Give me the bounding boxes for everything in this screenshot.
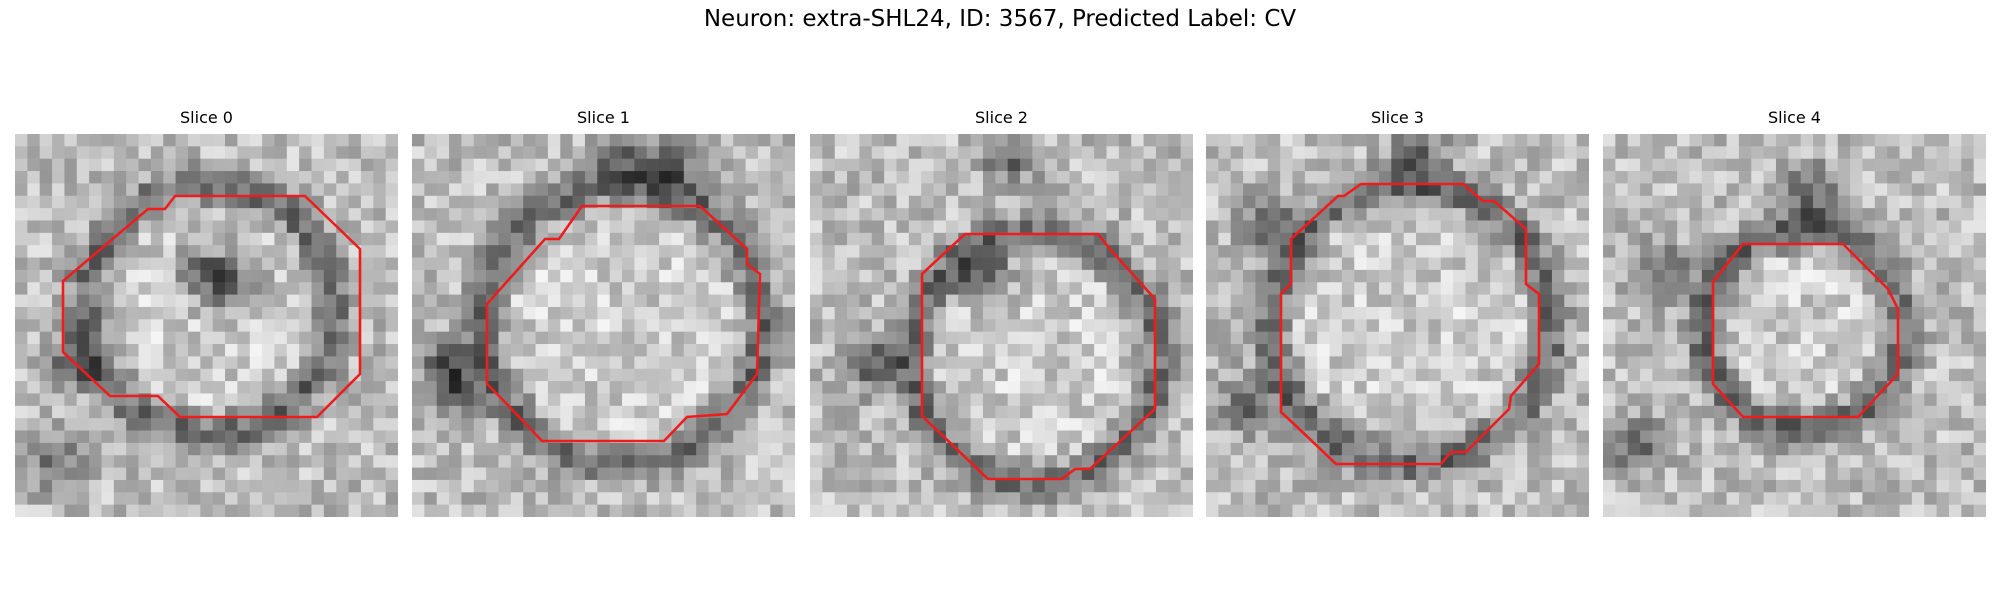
slice-title: Slice 1 — [577, 108, 630, 127]
grayscale-slice-image — [15, 134, 398, 517]
segmentation-contour — [485, 204, 762, 443]
slice-title: Slice 4 — [1768, 108, 1821, 127]
figure-title: Neuron: extra-SHL24, ID: 3567, Predicted… — [703, 6, 1297, 32]
grayscale-slice-image — [1603, 134, 1986, 517]
slice-title: Slice 2 — [975, 108, 1028, 127]
grayscale-pixel-grid — [1206, 134, 1589, 517]
segmentation-contour — [920, 232, 1157, 481]
grayscale-pixel-grid — [810, 134, 1193, 517]
grayscale-slice-image — [412, 134, 795, 517]
slice-title: Slice 0 — [180, 108, 233, 127]
grayscale-pixel-grid — [1603, 134, 1986, 517]
slice-title: Slice 3 — [1371, 108, 1424, 127]
segmentation-contour — [61, 194, 362, 419]
grayscale-pixel-grid — [412, 134, 795, 517]
grayscale-pixel-grid — [15, 134, 398, 517]
segmentation-contour — [1279, 182, 1541, 466]
grayscale-slice-image — [810, 134, 1193, 517]
grayscale-slice-image — [1206, 134, 1589, 517]
segmentation-contour — [1711, 242, 1900, 419]
